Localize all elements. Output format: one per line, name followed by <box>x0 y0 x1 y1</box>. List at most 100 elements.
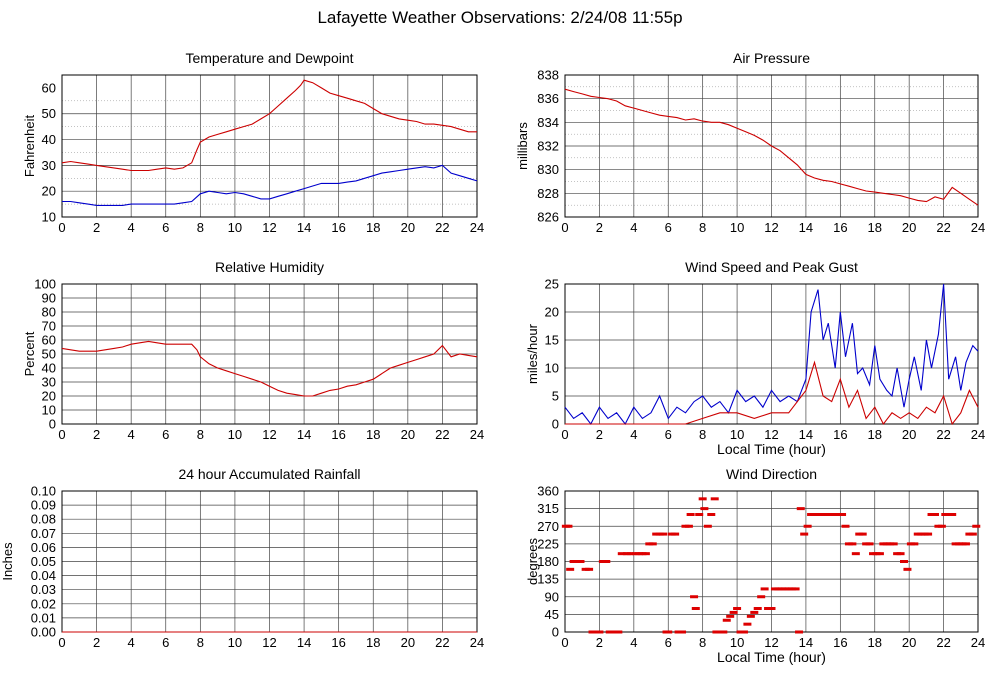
y-tick-label: 40 <box>42 132 56 147</box>
y-tick-label: 225 <box>537 536 559 551</box>
x-tick-label: 20 <box>401 635 415 650</box>
series-line-2 <box>62 164 478 206</box>
x-tick-label: 24 <box>470 427 484 442</box>
x-tick-label: 4 <box>630 427 637 442</box>
chart-title: Wind Speed and Peak Gust <box>685 259 858 275</box>
data-point <box>707 513 716 516</box>
data-point <box>948 513 957 516</box>
y-tick-label: 15 <box>545 333 559 348</box>
data-point <box>576 560 585 563</box>
data-point <box>796 507 805 511</box>
data-point <box>695 513 704 516</box>
x-tick-label: 20 <box>401 427 415 442</box>
data-point <box>795 630 804 634</box>
x-tick-label: 24 <box>971 635 985 650</box>
x-tick-label: 10 <box>730 220 744 235</box>
y-tick-label: 834 <box>537 115 559 130</box>
data-point <box>664 630 673 634</box>
data-point <box>848 542 857 546</box>
page-title: Lafayette Weather Observations: 2/24/08 … <box>317 8 683 27</box>
x-tick-label: 14 <box>799 635 813 650</box>
x-tick-label: 16 <box>833 635 847 650</box>
y-tick-label: 360 <box>537 484 559 499</box>
data-point <box>968 532 977 536</box>
x-tick-label: 4 <box>630 635 637 650</box>
y-tick-label: 270 <box>537 519 559 534</box>
x-tick-label: 4 <box>128 635 135 650</box>
data-point <box>617 552 626 556</box>
plot-frame <box>564 74 979 218</box>
x-tick-label: 6 <box>162 220 169 235</box>
y-tick-label: 60 <box>42 80 56 95</box>
x-tick-label: 0 <box>561 635 568 650</box>
x-tick-label: 2 <box>596 635 603 650</box>
data-point <box>750 610 759 614</box>
data-point <box>896 552 905 556</box>
data-point <box>684 524 693 528</box>
x-tick-label: 24 <box>971 220 985 235</box>
x-tick-label: 24 <box>470 220 484 235</box>
x-tick-label: 24 <box>470 635 484 650</box>
y-tick-label: 50 <box>42 347 56 362</box>
data-point <box>641 552 650 556</box>
y-tick-label: 0 <box>552 417 559 432</box>
x-tick-label: 8 <box>699 220 706 235</box>
data-point <box>865 542 874 546</box>
x-tick-label: 2 <box>596 427 603 442</box>
y-tick-label: 10 <box>42 210 56 225</box>
x-tick-label: 16 <box>331 427 345 442</box>
y-tick-label: 0.02 <box>31 596 56 611</box>
y-tick-label: 0.04 <box>31 568 56 583</box>
y-tick-label: 0 <box>49 417 56 432</box>
data-point <box>753 607 762 610</box>
data-point <box>566 567 575 571</box>
x-tick-label: 14 <box>799 427 813 442</box>
data-point <box>659 532 668 536</box>
data-point <box>757 595 766 599</box>
data-point <box>585 567 594 571</box>
x-tick-label: 14 <box>799 220 813 235</box>
plot-frame <box>61 283 478 425</box>
series-line-2 <box>565 360 979 426</box>
x-tick-label: 18 <box>868 427 882 442</box>
x-tick-label: 18 <box>868 635 882 650</box>
data-point <box>930 513 939 516</box>
x-tick-label: 12 <box>262 635 276 650</box>
data-point <box>710 497 719 501</box>
x-tick-label: 18 <box>366 635 380 650</box>
y-tick-label: 135 <box>537 572 559 587</box>
y-tick-label: 5 <box>552 389 559 404</box>
x-tick-label: 10 <box>228 427 242 442</box>
y-axis-label: miles/hour <box>525 323 540 384</box>
x-tick-label: 12 <box>262 220 276 235</box>
data-point <box>602 560 611 563</box>
x-tick-label: 24 <box>971 427 985 442</box>
y-tick-label: 60 <box>42 333 56 348</box>
plot-frame <box>564 283 979 425</box>
x-tick-label: 8 <box>197 635 204 650</box>
data-point <box>791 587 800 591</box>
x-tick-label: 14 <box>297 220 311 235</box>
chart-temperature-dewpoint: 0 2 4 6 8 10 12 14 16 18 20 22 24102030405060Tempera… <box>22 50 484 235</box>
y-tick-label: 30 <box>42 158 56 173</box>
data-point <box>571 560 580 563</box>
data-point <box>726 614 735 618</box>
x-tick-label: 20 <box>902 220 916 235</box>
data-point <box>851 552 860 556</box>
y-tick-label: 0.07 <box>31 526 56 541</box>
data-point <box>678 630 687 634</box>
x-axis-label: Local Time (hour) <box>717 649 826 665</box>
data-point <box>746 614 755 618</box>
plot-frame <box>61 74 478 218</box>
x-tick-label: 0 <box>561 220 568 235</box>
x-tick-label: 0 <box>58 635 65 650</box>
x-tick-label: 12 <box>262 427 276 442</box>
data-point <box>719 630 728 634</box>
x-tick-label: 4 <box>128 427 135 442</box>
x-tick-label: 22 <box>936 635 950 650</box>
x-tick-label: 10 <box>730 427 744 442</box>
x-tick-label: 6 <box>665 427 672 442</box>
y-tick-label: 832 <box>537 139 559 154</box>
x-tick-label: 4 <box>630 220 637 235</box>
